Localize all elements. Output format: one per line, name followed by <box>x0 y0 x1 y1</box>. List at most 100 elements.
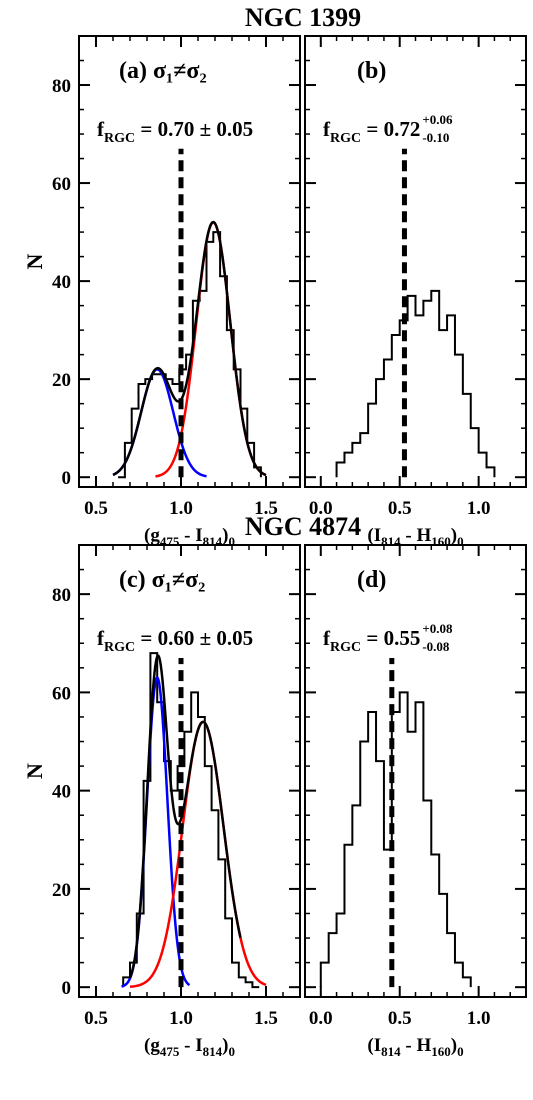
x-axis-label-part: - I <box>179 525 202 546</box>
x-axis-label-part: ) <box>222 1035 228 1056</box>
x-axis-label-part: - H <box>401 1035 432 1056</box>
x-tick-label: 1.0 <box>169 498 193 519</box>
x-axis-label-sub: 814 <box>203 534 223 549</box>
histogram <box>122 652 260 989</box>
fit-sum-curve <box>128 654 242 979</box>
x-tick-label: 0.0 <box>309 1008 333 1029</box>
y-tick-label: 0 <box>62 468 72 489</box>
x-axis-label-sub: 160 <box>431 1044 451 1059</box>
panel-label: (a) σ₁≠σ₂ <box>119 58 207 84</box>
x-tick-label: 0.5 <box>388 1008 412 1029</box>
x-axis-label-sub: 0 <box>457 534 464 549</box>
x-axis-label-sub: 814 <box>381 1044 401 1059</box>
fraction-sup: +0.06 <box>422 112 453 127</box>
panel-label-text: (a) <box>119 58 147 84</box>
axes-frame <box>78 544 301 998</box>
y-tick-label: 0 <box>62 978 72 999</box>
galaxy-title: NGC 1399 <box>245 3 361 32</box>
x-axis-label-part: (g <box>144 1035 160 1056</box>
fraction-label: fRGC = 0.55 <box>323 626 420 655</box>
x-tick-label: 0.0 <box>309 498 333 519</box>
y-tick-label: 40 <box>52 782 71 803</box>
fraction-subscript: RGC <box>330 131 361 146</box>
axes-frame <box>304 35 527 488</box>
x-tick-label: 1.0 <box>169 1008 193 1029</box>
fraction-sup: +0.08 <box>422 621 453 636</box>
fraction-label: fRGC = 0.72 <box>323 117 420 146</box>
x-tick-label: 1.0 <box>467 1008 491 1029</box>
fraction-f: f <box>323 117 331 141</box>
galaxy-title: NGC 4874 <box>245 512 361 541</box>
y-tick-label: 60 <box>52 683 71 704</box>
x-axis-label-part: ) <box>451 525 457 546</box>
fraction-f: f <box>97 117 105 141</box>
fraction-equals: = <box>135 117 157 141</box>
panel-annotation: σ₁≠σ₂ <box>147 58 207 84</box>
fit-sum-curve <box>112 220 267 477</box>
x-axis-label-part: (I <box>367 1035 381 1056</box>
x-axis-label-sub: 160 <box>431 534 451 549</box>
x-axis-label-sub: 0 <box>457 1044 464 1059</box>
panel-label: (d) <box>357 567 386 593</box>
fraction-sub: -0.10 <box>422 130 449 145</box>
fraction-equals: = <box>361 626 383 650</box>
x-axis-label-sub: 814 <box>203 1044 223 1059</box>
fraction-subscript: RGC <box>104 131 135 146</box>
axes-frame <box>304 544 527 998</box>
fraction-label: fRGC = 0.70 ± 0.05 <box>97 117 253 146</box>
x-tick-label: 0.5 <box>84 1008 108 1029</box>
x-axis-label-sub: 475 <box>160 534 180 549</box>
panel-label-text: (d) <box>357 567 386 593</box>
y-tick-label: 20 <box>52 880 71 901</box>
y-tick-label: 60 <box>52 174 71 195</box>
y-axis-label: N <box>22 253 47 269</box>
fraction-value: 0.60 ± 0.05 <box>158 626 254 650</box>
fraction-subscript: RGC <box>104 640 135 655</box>
x-axis-label-part: ) <box>451 1035 457 1056</box>
x-axis-label-sub: 0 <box>228 1044 235 1059</box>
y-tick-label: 40 <box>52 272 71 293</box>
fraction-f: f <box>323 626 331 650</box>
x-axis-label: (g475 - I814)0 <box>144 1035 235 1059</box>
fraction-value: 0.55 <box>384 626 421 650</box>
fraction-equals: = <box>361 117 383 141</box>
x-tick-label: 0.5 <box>388 498 412 519</box>
fraction-subscript: RGC <box>330 640 361 655</box>
histogram <box>335 289 496 478</box>
y-tick-label: 80 <box>52 585 71 606</box>
fit-red-curve <box>155 220 267 478</box>
x-axis-label: (I814 - H160)0 <box>367 1035 463 1059</box>
fraction-value: 0.70 ± 0.05 <box>158 117 254 141</box>
panel-label-text: (c) <box>119 567 146 593</box>
panel-label: (b) <box>357 58 386 84</box>
panel-annotation: σ₁≠σ₂ <box>146 567 206 593</box>
y-tick-label: 80 <box>52 76 71 97</box>
panel-b: 0.0 0.5 1.0(I814 - H160)0(b)fRGC = 0.72 +0.… <box>304 35 527 549</box>
x-tick-label: 1.5 <box>254 498 278 519</box>
panel-d: 0.0 0.5 1.0(I814 - H160)0(d)fRGC = 0.55 +0.… <box>304 544 527 1059</box>
x-axis-label-sub: 0 <box>228 534 235 549</box>
panel-label-text: (b) <box>357 58 386 84</box>
fraction-equals: = <box>135 626 157 650</box>
fraction-value: 0.72 <box>384 117 421 141</box>
x-tick-label: 1.5 <box>254 1008 278 1029</box>
x-axis-label-part: - H <box>401 525 432 546</box>
histogram <box>118 231 262 479</box>
x-axis-label-part: (I <box>367 525 381 546</box>
x-tick-label: 0.5 <box>84 498 108 519</box>
x-axis-label-part: - I <box>179 1035 202 1056</box>
x-axis-label-sub: 475 <box>160 1044 180 1059</box>
y-tick-label: 20 <box>52 370 71 391</box>
panel-a: NGC 1399 0.5 1.0 1.5 0 20 40 60 80 N (g475 - I814)… <box>22 3 361 549</box>
axes-frame <box>78 35 301 488</box>
x-axis-label-part: ) <box>222 525 228 546</box>
y-axis-label: N <box>22 763 47 779</box>
fraction-sub: -0.08 <box>422 639 450 654</box>
x-axis-label-part: (g <box>144 525 160 546</box>
histogram <box>319 691 472 988</box>
fraction-f: f <box>97 626 105 650</box>
x-tick-label: 1.0 <box>467 498 491 519</box>
fraction-label: fRGC = 0.60 ± 0.05 <box>97 626 253 655</box>
